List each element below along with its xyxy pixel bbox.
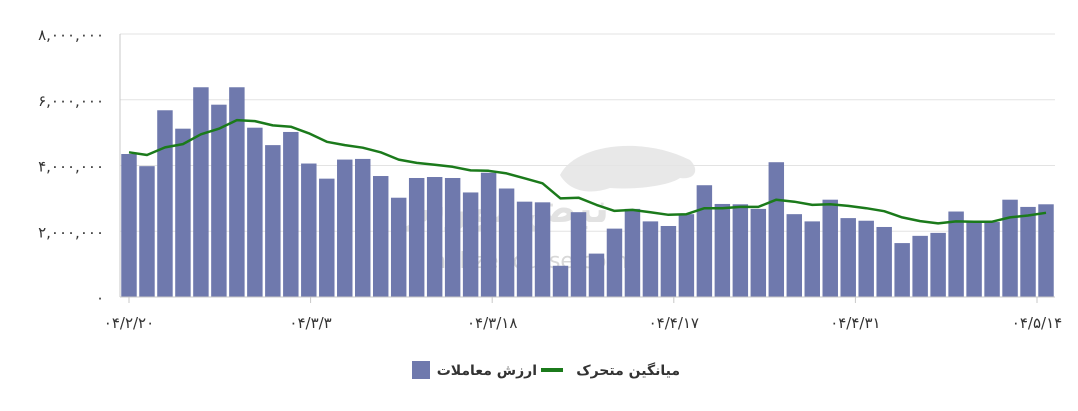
bar [1038,204,1054,297]
bar [768,162,785,297]
x-tick-label: ۰۴/۵/۱۴ [1012,314,1062,332]
bar [804,221,820,297]
y-tick-label: ۲,۰۰۰,۰۰۰ [38,223,104,241]
bar [372,176,389,297]
bar [157,110,173,298]
bar [211,104,227,298]
bar [121,153,137,297]
axes [119,34,1055,298]
bar [301,163,317,297]
x-tick-label: ۰۴/۳/۳ [289,314,331,332]
bar [498,188,515,297]
y-tick-label: ۶,۰۰۰,۰۰۰ [38,92,104,110]
bar [966,220,982,297]
bar [534,202,551,297]
bar [876,226,892,297]
y-tick-label: ۸,۰۰۰,۰۰۰ [38,26,104,44]
x-tick-label: ۰۴/۳/۱۸ [467,314,517,332]
legend-label-moving-average: میانگین متحرک [576,362,680,379]
bar [642,221,659,297]
bar [606,228,623,297]
bar [355,158,371,297]
y-tick-label: ۰ [96,289,104,307]
bar [139,166,155,297]
bar [426,177,443,297]
bar [570,212,587,297]
legend-label-trade-value: ارزش معاملات [437,363,537,379]
bar [265,145,281,297]
bar [175,128,191,297]
bar [732,204,749,297]
bar [193,87,209,297]
bar [912,235,928,297]
bar [462,192,479,297]
y-tick-label: ۴,۰۰۰,۰۰۰ [38,158,104,176]
bar [822,199,838,297]
x-tick-label: ۰۴/۴/۳۱ [830,314,880,332]
bar [552,265,569,297]
bar [247,127,263,297]
bar [984,222,1000,297]
bar [948,211,964,297]
watermark-bull-icon [560,145,696,192]
bar [660,225,677,297]
bar [840,218,856,297]
bar [337,159,353,297]
bar [444,177,461,297]
bar [894,243,910,297]
bar [786,214,803,297]
bar [516,201,533,297]
x-tick-label: ۰۴/۴/۱۷ [649,314,699,332]
moving-average-line [128,118,1047,225]
x-tick-label: ۰۴/۲/۲۰ [104,314,154,332]
x-axis-ticks: ۰۴/۲/۲۰ ۰۴/۳/۳ ۰۴/۳/۱۸ ۰۴/۴/۱۷ ۰۴/۴/۳۱ ۰۴/۵/۱… [104,297,1062,332]
bar [714,203,731,297]
bar [283,131,299,297]
legend: میانگین متحرک ارزش معاملات [412,361,680,379]
bar [1002,199,1018,297]
bar [624,208,641,297]
bar [858,220,874,297]
bar [696,185,713,297]
bar [408,177,425,297]
bar [319,178,335,297]
y-axis-ticks: ۰ ۲,۰۰۰,۰۰۰ ۴,۰۰۰,۰۰۰ ۶,۰۰۰,۰۰۰ ۸,۰۰۰,۰۰۰ [38,26,104,307]
bar [1020,206,1036,297]
bar [390,197,407,297]
bar [750,208,767,297]
bar [229,87,245,297]
bar [930,232,946,297]
bar [480,172,497,297]
bar [588,253,605,297]
bar [678,214,695,297]
bar-series [121,87,1054,298]
legend-swatch-trade-value [412,361,430,379]
moving-average-series [128,118,1047,225]
